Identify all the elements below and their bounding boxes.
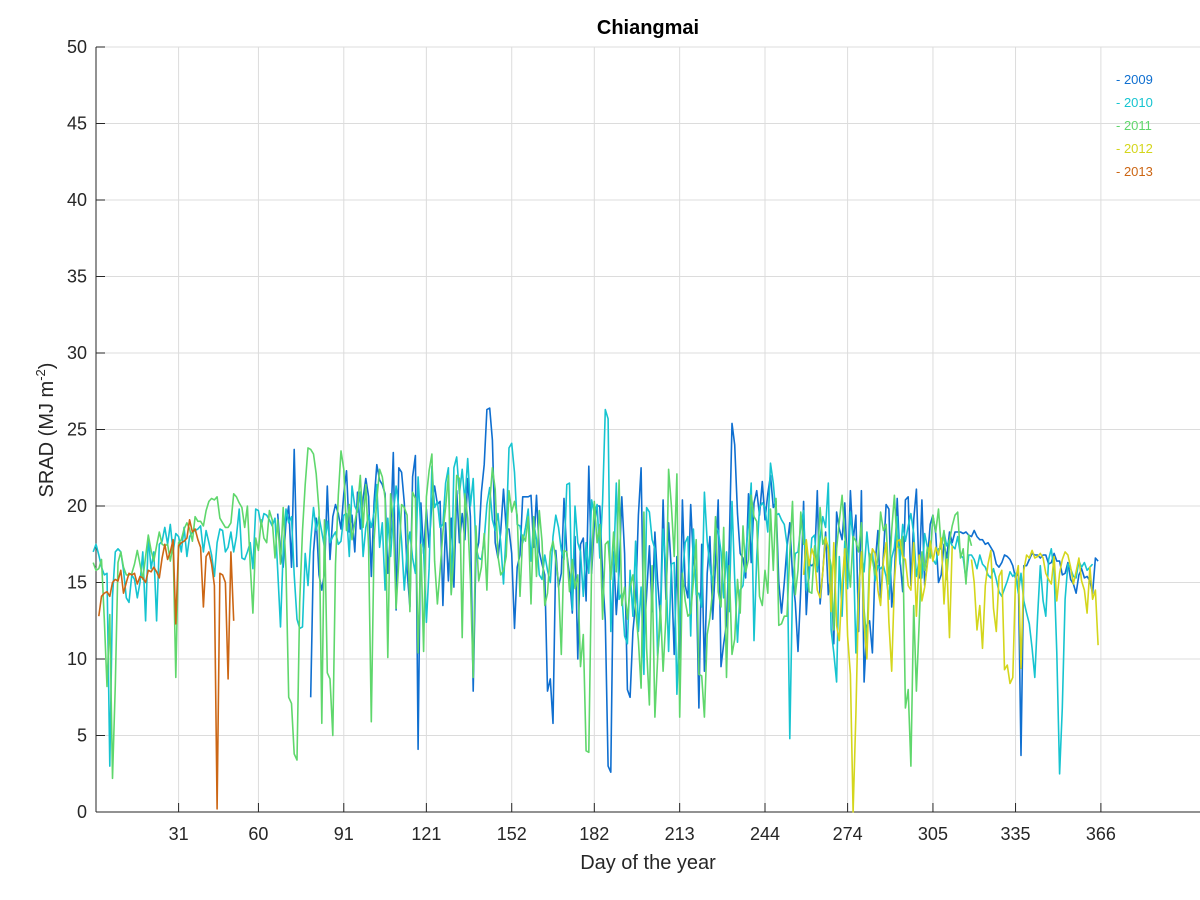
series-line-2012 [970,549,1099,685]
axes [95,46,1200,813]
x-tick-label: 335 [1001,824,1031,844]
y-tick-label: 35 [67,267,87,287]
series-line-2013 [98,518,235,810]
y-axis-label-main: SRAD (MJ m [36,381,58,498]
legend-item-2013: - 2013 [1116,164,1153,179]
x-tick-label: 274 [833,824,863,844]
x-tick-label: 182 [579,824,609,844]
x-tick-label: 121 [411,824,441,844]
y-tick-label: 50 [67,37,87,57]
y-tick-label: 10 [67,649,87,669]
x-tick-label: 91 [334,824,354,844]
y-axis-label-close: ) [36,363,58,370]
legend-item-2009: - 2009 [1116,72,1153,87]
x-tick-label: 305 [918,824,948,844]
y-tick-label: 20 [67,496,87,516]
legend-item-2011: - 2011 [1116,118,1152,133]
legend-item-2010: - 2010 [1116,95,1153,110]
y-tick-label: 25 [67,420,87,440]
x-tick-label: 213 [665,824,695,844]
series-line-2009 [309,407,1099,774]
grid [96,46,1200,813]
chart-title: Chiangmai [597,17,699,39]
x-tick-labels: 31 60 91 121 152 182 213 244 274 305 335 366 [169,824,1116,844]
y-tick-label: 0 [77,802,87,822]
y-tick-label: 30 [67,343,87,363]
y-tick-label: 45 [67,114,87,134]
y-tick-label: 5 [77,726,87,746]
y-axis-label: SRAD (MJ m-2) [33,363,58,498]
y-tick-label: 15 [67,573,87,593]
x-tick-label: 152 [497,824,527,844]
legend: - 2009 - 2010 - 2011 - 2012 - 2013 [1116,72,1153,179]
y-tick-label: 40 [67,190,87,210]
series-line-2012 [802,537,953,813]
y-axis-label-superscript: -2 [33,369,48,381]
x-tick-label: 60 [248,824,268,844]
series-line-2010 [92,408,1094,775]
series-group [92,407,1099,813]
x-axis-label: Day of the year [580,852,716,874]
legend-item-2012: - 2012 [1116,141,1153,156]
y-tick-labels: 0 5 10 15 20 25 30 35 40 45 50 [67,37,87,822]
x-tick-label: 244 [750,824,780,844]
x-tick-label: 366 [1086,824,1116,844]
x-tick-label: 31 [169,824,189,844]
